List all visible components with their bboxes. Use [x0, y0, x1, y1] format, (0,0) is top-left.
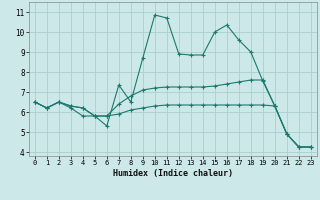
X-axis label: Humidex (Indice chaleur): Humidex (Indice chaleur) [113, 169, 233, 178]
